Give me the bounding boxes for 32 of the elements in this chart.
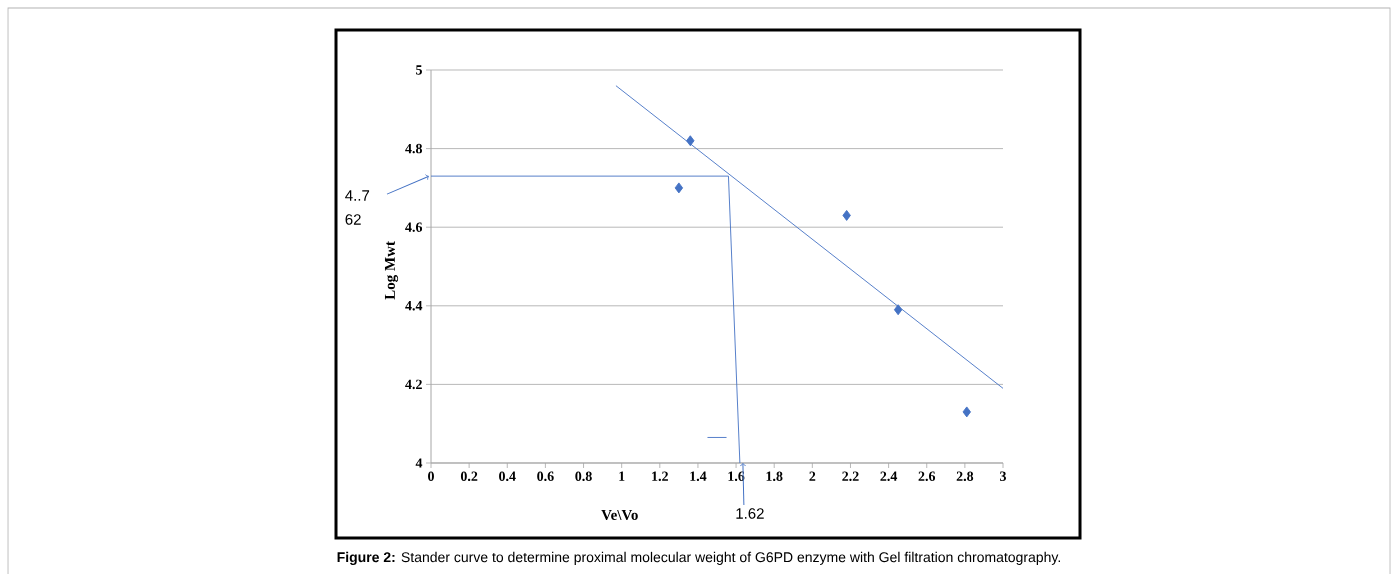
x-tick-label: 2.4 [880, 471, 898, 482]
x-tick-label: 1.8 [766, 471, 783, 482]
y-axis-title: Log Mwt [384, 241, 399, 300]
x-tick-label: 1.4 [690, 471, 707, 481]
x-tick-label: 0.2 [460, 471, 478, 482]
y-tick-label: 4.8 [405, 143, 423, 154]
point [842, 209, 851, 221]
point [893, 304, 903, 316]
point [962, 406, 971, 418]
y-tick-label: 5 [416, 65, 422, 75]
x-tick-label: 2 [809, 471, 816, 481]
x-tick-label: 1.6 [728, 471, 745, 482]
annotation: 1.62 [736, 508, 764, 519]
point [686, 135, 695, 147]
annotation: 4..7 62 [345, 190, 370, 225]
point [674, 182, 684, 194]
x-tick-label: 0.4 [499, 471, 516, 482]
text: Figure 2: Stander curve to determine proximal molecular weight of G6PD enzyme with Gel filtration chromatography. [337, 551, 1060, 565]
x-tick-label: 1 [619, 471, 625, 481]
y-tick-label: 4.4 [405, 301, 423, 311]
x-tick-label: 2.6 [918, 471, 936, 482]
x-tick-label: 0 [428, 471, 434, 481]
x-tick-label: 0.8 [575, 471, 592, 482]
x-tick-label: 1.2 [652, 471, 668, 482]
x-tick-label: 2.8 [956, 471, 974, 482]
x-tick-label: 3 [1000, 471, 1007, 481]
x-tick-label: 2.2 [842, 471, 859, 482]
x-axis-title: Ve\Vo [601, 509, 638, 521]
y-tick-label: 4.6 [405, 222, 423, 232]
y-tick-label: 4.2 [405, 379, 422, 390]
x-tick-label: 0.6 [537, 471, 554, 482]
y-tick-label: 4 [415, 458, 423, 468]
